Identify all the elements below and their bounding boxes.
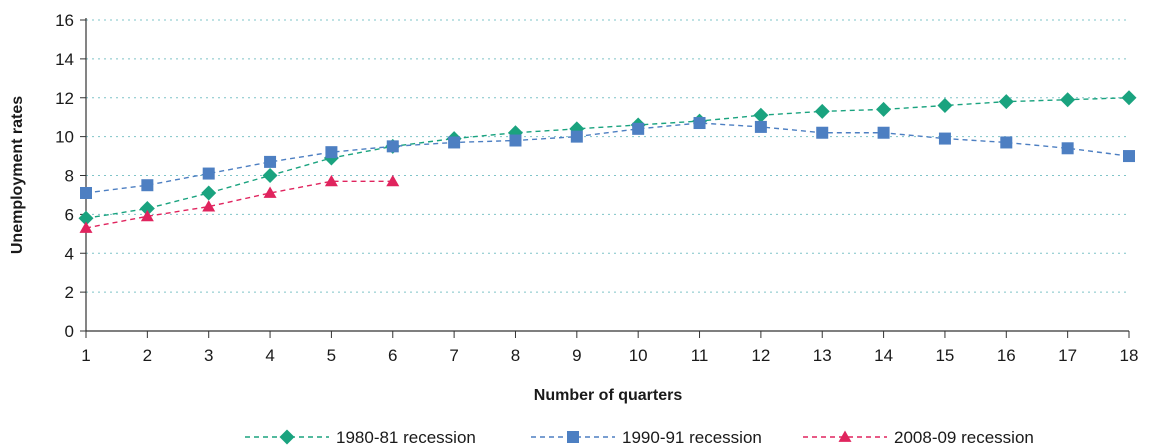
data-point (79, 221, 93, 233)
x-tick-label: 16 (997, 346, 1016, 365)
y-tick-label: 2 (65, 283, 74, 302)
data-point (938, 132, 951, 145)
legend-marker (567, 431, 579, 443)
y-tick-label: 4 (65, 244, 74, 263)
legend-marker (838, 430, 852, 442)
x-tick-label: 18 (1120, 346, 1139, 365)
x-tick-label: 4 (265, 346, 274, 365)
x-tick-label: 2 (143, 346, 152, 365)
data-point (1061, 142, 1074, 155)
x-tick-label: 13 (813, 346, 832, 365)
series-line (85, 180, 393, 229)
x-tick-label: 8 (511, 346, 520, 365)
data-point (325, 146, 338, 159)
grid-lines (86, 19, 1129, 293)
data-point (753, 107, 769, 123)
data-point (1123, 150, 1135, 163)
data-point (876, 101, 892, 117)
x-tick-label: 7 (449, 346, 458, 365)
data-point (816, 126, 829, 139)
data-point (1121, 90, 1137, 106)
data-point (386, 140, 399, 153)
data-point (80, 186, 92, 199)
data-point (814, 103, 830, 119)
y-tick-label: 10 (55, 128, 74, 147)
data-point (754, 120, 767, 133)
data-point (139, 201, 155, 217)
series-triangle (79, 174, 400, 233)
legend-item: 2008-09 recession (803, 428, 1034, 447)
data-point (998, 94, 1014, 110)
series-layer (78, 90, 1137, 233)
data-point (693, 117, 706, 130)
data-point (141, 179, 154, 192)
x-tick-label: 9 (572, 346, 581, 365)
legend: 1980-81 recession 1990-91 recession 2008-0… (245, 428, 1034, 447)
data-point (140, 209, 154, 222)
data-point (262, 168, 278, 183)
data-point (78, 210, 94, 226)
x-tick-label: 15 (935, 346, 954, 365)
legend-item: 1980-81 recession (245, 428, 476, 447)
x-tick-label: 11 (691, 346, 709, 365)
series-square (80, 117, 1135, 199)
data-point (448, 136, 461, 149)
legend-label: 2008-09 recession (894, 428, 1034, 447)
y-tick-label: 8 (65, 167, 74, 186)
data-point (324, 174, 338, 187)
series-line (85, 97, 1130, 219)
y-tick-label: 14 (55, 50, 74, 69)
data-point (264, 155, 277, 168)
x-tick-label: 12 (751, 346, 770, 365)
data-point (1060, 92, 1076, 108)
x-tick-label: 10 (629, 346, 648, 365)
data-point (1000, 136, 1013, 149)
x-axis-title: Number of quarters (534, 387, 683, 404)
y-tick-label: 6 (65, 205, 74, 224)
axes (80, 18, 1130, 338)
y-tick-label: 12 (55, 89, 74, 108)
data-point (877, 126, 890, 139)
data-point (201, 185, 217, 201)
x-tick-label: 6 (388, 346, 397, 365)
data-point (509, 134, 522, 147)
series-line (85, 122, 1130, 194)
data-point (202, 200, 216, 212)
data-point (386, 174, 400, 187)
legend-marker (279, 429, 295, 445)
y-tick-label: 16 (55, 11, 74, 30)
data-point (937, 98, 953, 114)
legend-item: 1990-91 recession (531, 428, 762, 447)
x-tick-label: 14 (874, 346, 893, 365)
legend-label: 1990-91 recession (622, 428, 762, 447)
data-point (202, 167, 215, 180)
data-point (632, 122, 645, 135)
x-tick-label: 17 (1058, 346, 1077, 365)
data-point (570, 130, 583, 143)
y-axis-title: Unemployment rates (9, 96, 26, 254)
legend-label: 1980-81 recession (336, 428, 476, 447)
y-tick-label: 0 (65, 322, 74, 341)
series-diamond (78, 90, 1137, 226)
x-tick-label: 3 (204, 346, 213, 365)
x-tick-label: 5 (327, 346, 336, 365)
x-tick-label: 1 (81, 346, 90, 365)
data-point (263, 186, 277, 198)
